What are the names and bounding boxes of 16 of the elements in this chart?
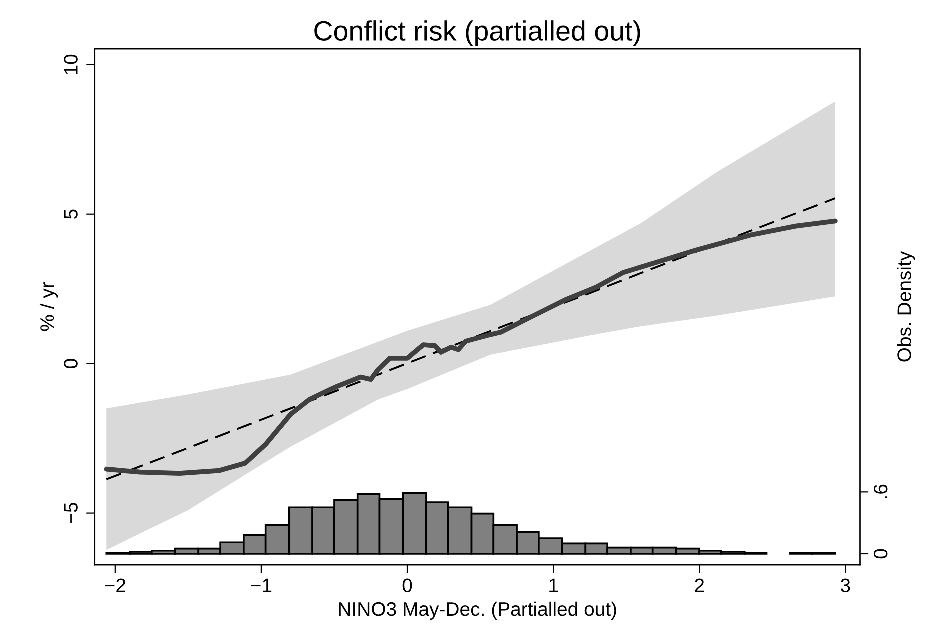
x-tick-label: 1 [550, 578, 558, 592]
y2-tick-label: .6 [874, 484, 888, 498]
y-tick-label: 0 [64, 359, 78, 368]
y2-axis-title: Obs. Density [897, 251, 916, 362]
y2-tick-label: 0 [874, 549, 888, 559]
chart-title: Conflict risk (partialled out) [314, 20, 640, 46]
x-tick-label: 2 [695, 578, 704, 592]
y-tick-label: 10 [64, 54, 78, 74]
x-tick-label: 3 [840, 578, 850, 592]
y-axis-title: % / yr [40, 282, 58, 332]
y-tick-label: 5 [64, 210, 78, 219]
y-tick-label: −5 [64, 503, 78, 524]
x-tick-label: −1 [251, 578, 272, 592]
x-tick-label: 0 [402, 578, 412, 592]
x-tick-label: −2 [105, 578, 126, 592]
x-axis-title: NINO3 May-Dec. (Partialled out) [339, 602, 616, 620]
